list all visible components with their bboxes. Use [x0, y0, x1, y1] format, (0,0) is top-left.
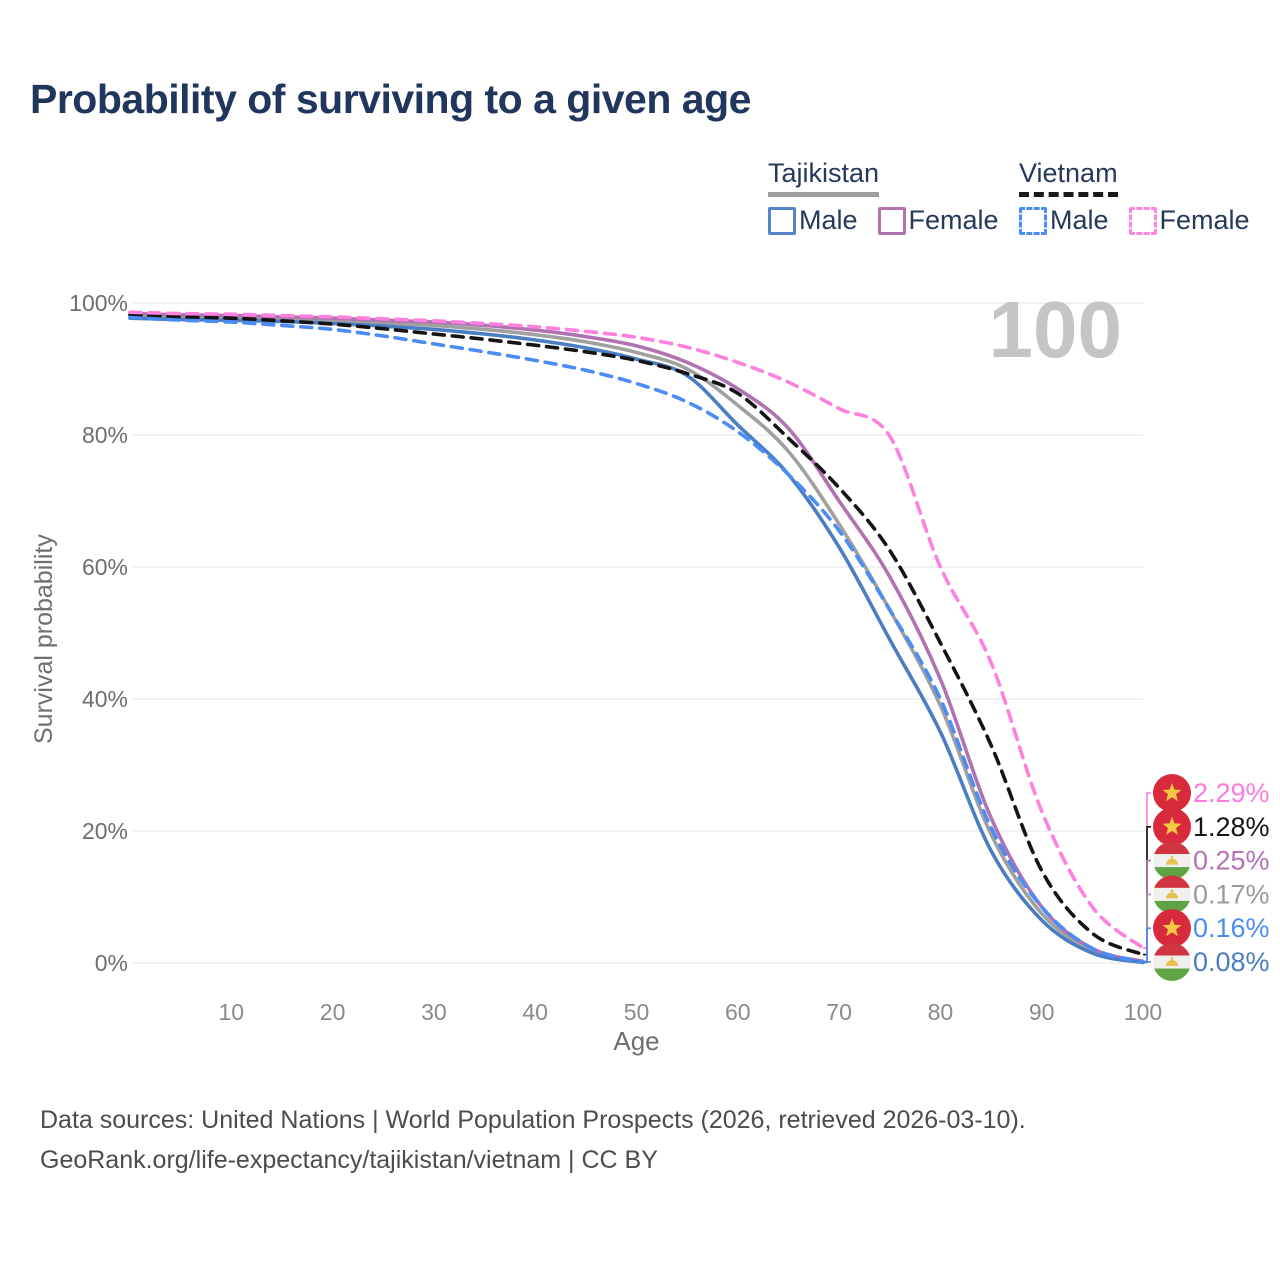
tajikistan-flag-red-band [1153, 943, 1191, 956]
x-tick-label: 80 [928, 999, 954, 1025]
legend-swatch-tajikistan-female[interactable] [877, 206, 906, 235]
end-value-label: 0.17% [1193, 879, 1270, 909]
series-line-tajikistan[interactable] [128, 313, 1145, 964]
data-sources-text: Data sources: United Nations | World Pop… [40, 1106, 1026, 1134]
series-line-vietnam-female[interactable] [128, 310, 1145, 950]
end-label-connector [1143, 927, 1151, 963]
end-value-label: 0.16% [1193, 913, 1270, 943]
attribution-text: GeoRank.org/life-expectancy/tajikistan/v… [40, 1146, 658, 1174]
chart-title: Probability of surviving to a given age [30, 76, 751, 122]
tajikistan-flag-crown [1166, 960, 1178, 966]
x-tick-label: 10 [219, 999, 245, 1025]
legend-country-vietnam[interactable]: Vietnam [1019, 158, 1118, 197]
tajikistan-flag-crown [1166, 858, 1178, 865]
end-value-label: 0.08% [1193, 947, 1270, 977]
tajikistan-flag-icon [1153, 943, 1191, 981]
legend-swatch-vietnam-female[interactable] [1128, 206, 1157, 235]
legend-group-tajikistan: Tajikistan Male Female [768, 158, 1019, 236]
x-tick-label: 30 [421, 999, 447, 1025]
tajikistan-flag-crown [1166, 892, 1178, 899]
legend-swatch-tajikistan-male[interactable] [768, 206, 796, 235]
legend-label-tajikistan-male[interactable]: Male [799, 205, 858, 235]
tajikistan-flag-red-band [1153, 841, 1191, 855]
x-tick-label: 40 [522, 999, 548, 1025]
vietnam-flag-star [1162, 816, 1182, 835]
x-tick-label: 20 [320, 999, 346, 1025]
legend-swatch-vietnam-male[interactable] [1019, 206, 1047, 235]
end-value-label: 0.25% [1193, 846, 1270, 876]
x-axis-title: Age [613, 1026, 660, 1056]
legend-label-tajikistan-female[interactable]: Female [908, 205, 999, 235]
x-tick-label: 60 [725, 999, 751, 1025]
tajikistan-flag-green-band [1153, 867, 1191, 880]
series-line-vietnam-male[interactable] [128, 315, 1145, 964]
tajikistan-flag-crown-dot [1170, 889, 1174, 893]
x-tick-label: 50 [624, 999, 650, 1025]
legend-label-vietnam-female[interactable]: Female [1159, 205, 1250, 235]
end-value-label: 2.29% [1193, 778, 1270, 808]
y-tick-label: 100% [69, 290, 128, 316]
y-tick-label: 0% [95, 950, 128, 976]
y-tick-label: 40% [82, 686, 128, 712]
tajikistan-flag-red-band [1153, 875, 1191, 888]
tajikistan-flag-icon [1153, 841, 1191, 880]
vietnam-flag-star [1162, 783, 1182, 802]
vietnam-flag-icon [1153, 909, 1191, 948]
x-tick-label: 100 [1124, 999, 1162, 1025]
series-line-tajikistan-female[interactable] [128, 311, 1145, 964]
tajikistan-flag-green-band [1153, 968, 1191, 981]
y-tick-label: 20% [82, 818, 128, 844]
legend-country-tajikistan[interactable]: Tajikistan [768, 158, 880, 197]
tajikistan-flag-crown-dot [1170, 957, 1174, 960]
series-line-vietnam[interactable] [128, 313, 1145, 957]
footer: Data sources: United Nations | World Pop… [40, 1100, 1026, 1180]
legend-group-vietnam: Vietnam Male Female [1019, 158, 1270, 236]
legend-label-vietnam-male[interactable]: Male [1050, 205, 1109, 235]
y-tick-label: 80% [82, 422, 128, 448]
y-axis-title: Survival probability [30, 534, 58, 744]
end-label-connector [1143, 961, 1151, 964]
series-line-tajikistan-male[interactable] [128, 316, 1145, 965]
x-tick-label: 70 [826, 999, 852, 1025]
age-watermark: 100 [988, 285, 1122, 374]
vietnam-flag-icon [1153, 807, 1191, 846]
end-value-label: 1.28% [1193, 812, 1270, 842]
y-tick-label: 60% [82, 554, 128, 580]
tajikistan-flag-icon [1153, 875, 1191, 914]
tajikistan-flag-green-band [1153, 900, 1191, 914]
vietnam-flag-star [1162, 918, 1182, 937]
tajikistan-flag-crown-dot [1170, 855, 1174, 859]
x-tick-label: 90 [1029, 999, 1055, 1025]
vietnam-flag-icon [1153, 774, 1191, 812]
